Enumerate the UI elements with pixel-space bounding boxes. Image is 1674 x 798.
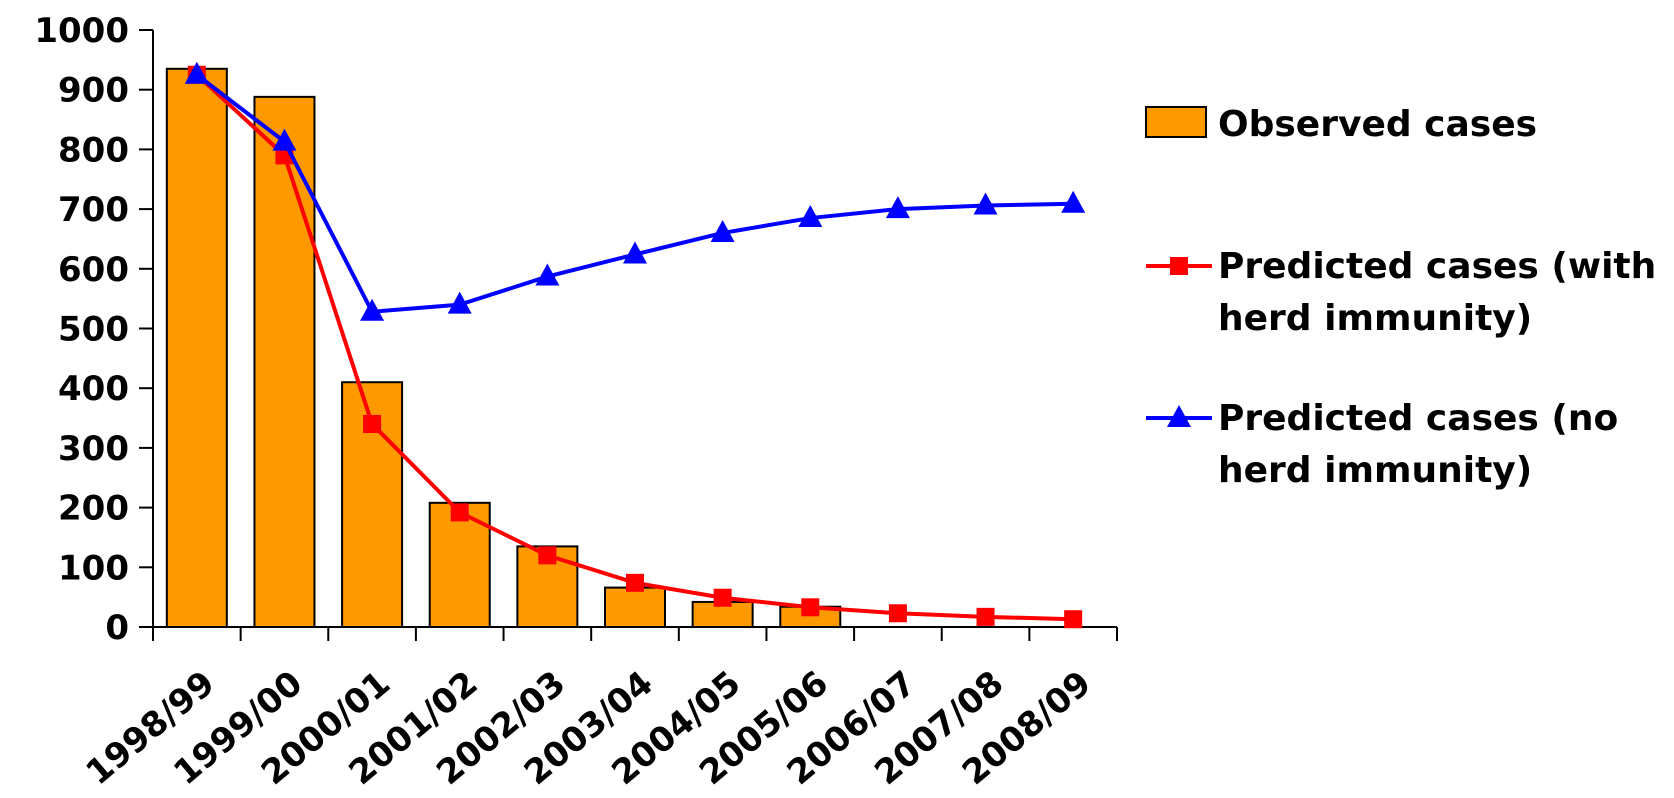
point-marker-square: [538, 546, 557, 565]
y-tick-label: 100: [58, 548, 129, 588]
legend-label-2-line-0: Predicted cases (no: [1218, 398, 1618, 439]
point-marker-square: [450, 503, 469, 522]
point-marker-square: [1064, 610, 1083, 629]
y-tick-label: 500: [58, 310, 129, 350]
x-axis: 1998/991999/002000/012001/022002/032003/…: [79, 626, 1118, 793]
y-tick-label: 300: [58, 429, 129, 469]
point-marker-triangle: [184, 61, 209, 84]
line-series: [184, 61, 1086, 629]
y-tick-label: 200: [58, 489, 129, 529]
legend-marker-triangle: [1167, 405, 1191, 427]
point-marker-triangle: [447, 291, 472, 314]
y-tick-label: 800: [58, 130, 129, 170]
point-marker-triangle: [973, 192, 998, 215]
bar-observed-cases: [165, 67, 228, 629]
y-tick-label: 600: [58, 250, 129, 290]
bar-series: [165, 67, 842, 629]
series-line-2: [195, 73, 1074, 314]
point-marker-triangle: [272, 128, 297, 151]
series-line-1: [195, 73, 1074, 622]
legend-label-observed-cases: Observed cases: [1218, 104, 1537, 145]
point-marker-square: [363, 415, 382, 434]
legend-swatch-observed-cases: [1145, 106, 1207, 138]
bar-observed-cases: [604, 586, 666, 629]
point-marker-triangle: [798, 205, 823, 228]
legend-label-2-line-1: herd immunity): [1218, 450, 1532, 491]
legend-label-1-line-0: Predicted cases (with: [1218, 246, 1656, 287]
point-marker-square: [801, 598, 820, 617]
y-tick-label: 400: [58, 369, 129, 409]
y-tick-label: 1000: [34, 11, 129, 51]
point-marker-triangle: [885, 196, 910, 219]
point-marker-triangle: [535, 263, 560, 286]
bar-observed-cases: [253, 95, 316, 628]
point-marker-square: [626, 573, 644, 592]
y-tick-label: 700: [58, 190, 129, 230]
point-marker-triangle: [710, 219, 735, 242]
point-marker-triangle: [1061, 190, 1086, 213]
point-marker-square: [888, 604, 907, 623]
point-marker-square: [976, 607, 995, 626]
point-marker-triangle: [623, 241, 647, 264]
y-axis: 0 100 200 300 400 500 600 700 800 900 1000: [34, 11, 154, 648]
legend-marker-square: [1170, 257, 1188, 275]
legend: Observed cases Predicted cases (with herd …: [1145, 104, 1656, 491]
point-marker-triangle: [360, 298, 385, 321]
point-marker-square: [713, 588, 732, 607]
y-tick-label: 900: [58, 71, 129, 111]
y-tick-label: 0: [105, 608, 129, 648]
legend-label-1-line-1: herd immunity): [1218, 298, 1532, 339]
